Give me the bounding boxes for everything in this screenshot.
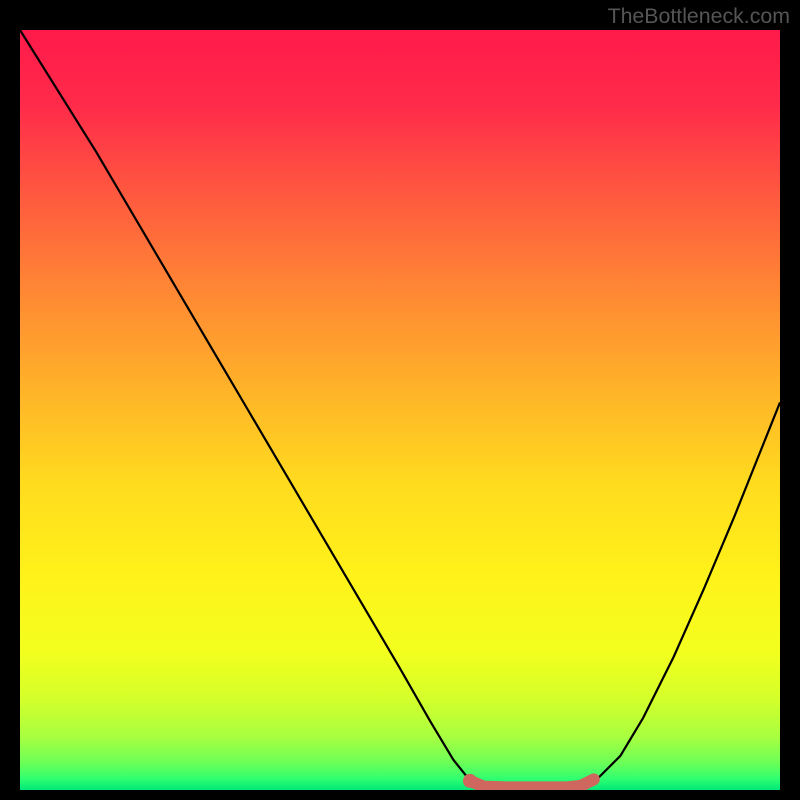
watermark-text: TheBottleneck.com [608,4,790,29]
plot-area [20,30,780,790]
plot-svg [20,30,780,790]
gradient-background [20,30,780,790]
root: { "canvas": { "width": 800, "height": 80… [0,0,800,800]
highlight-start-dot [463,774,477,788]
